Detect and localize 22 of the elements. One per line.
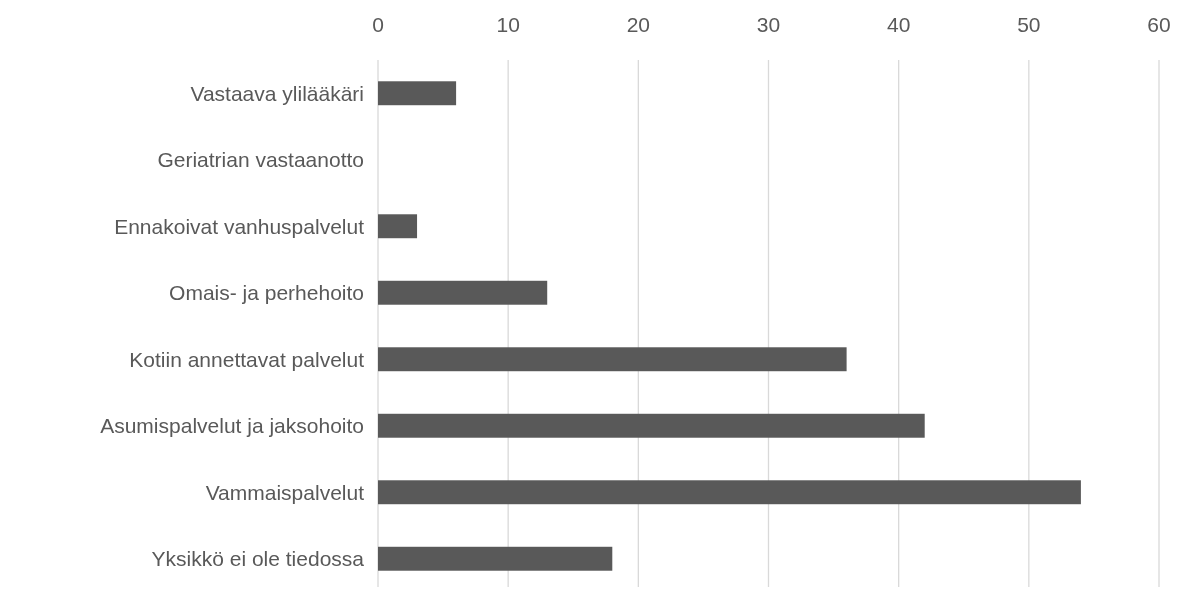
bar xyxy=(378,214,418,239)
bar xyxy=(378,81,457,106)
x-tick-label: 10 xyxy=(496,13,520,36)
x-tick-label: 50 xyxy=(1017,13,1041,36)
x-tick-label: 0 xyxy=(372,13,384,36)
x-tick-label: 30 xyxy=(756,13,781,36)
bar xyxy=(378,280,548,305)
bar xyxy=(378,480,1081,505)
x-tick-label: 40 xyxy=(886,13,911,36)
y-tick-label: Geriatrian vastaanotto xyxy=(157,148,364,172)
bar xyxy=(378,546,613,571)
x-tick-label: 20 xyxy=(626,13,651,36)
y-tick-label: Kotiin annettavat palvelut xyxy=(129,347,365,371)
y-tick-label: Yksikkö ei ole tiedossa xyxy=(151,547,365,571)
x-tick-label: 60 xyxy=(1147,13,1171,36)
bar xyxy=(378,413,925,438)
y-tick-label: Vammaispalvelut xyxy=(205,480,365,504)
y-tick-label: Omais- ja perhehoito xyxy=(169,281,364,305)
y-tick-label: Vastaava ylilääkäri xyxy=(190,81,364,105)
y-tick-label: Asumispalvelut ja jaksohoito xyxy=(100,414,364,438)
y-tick-label: Ennakoivat vanhuspalvelut xyxy=(114,214,365,238)
bar xyxy=(378,347,847,372)
